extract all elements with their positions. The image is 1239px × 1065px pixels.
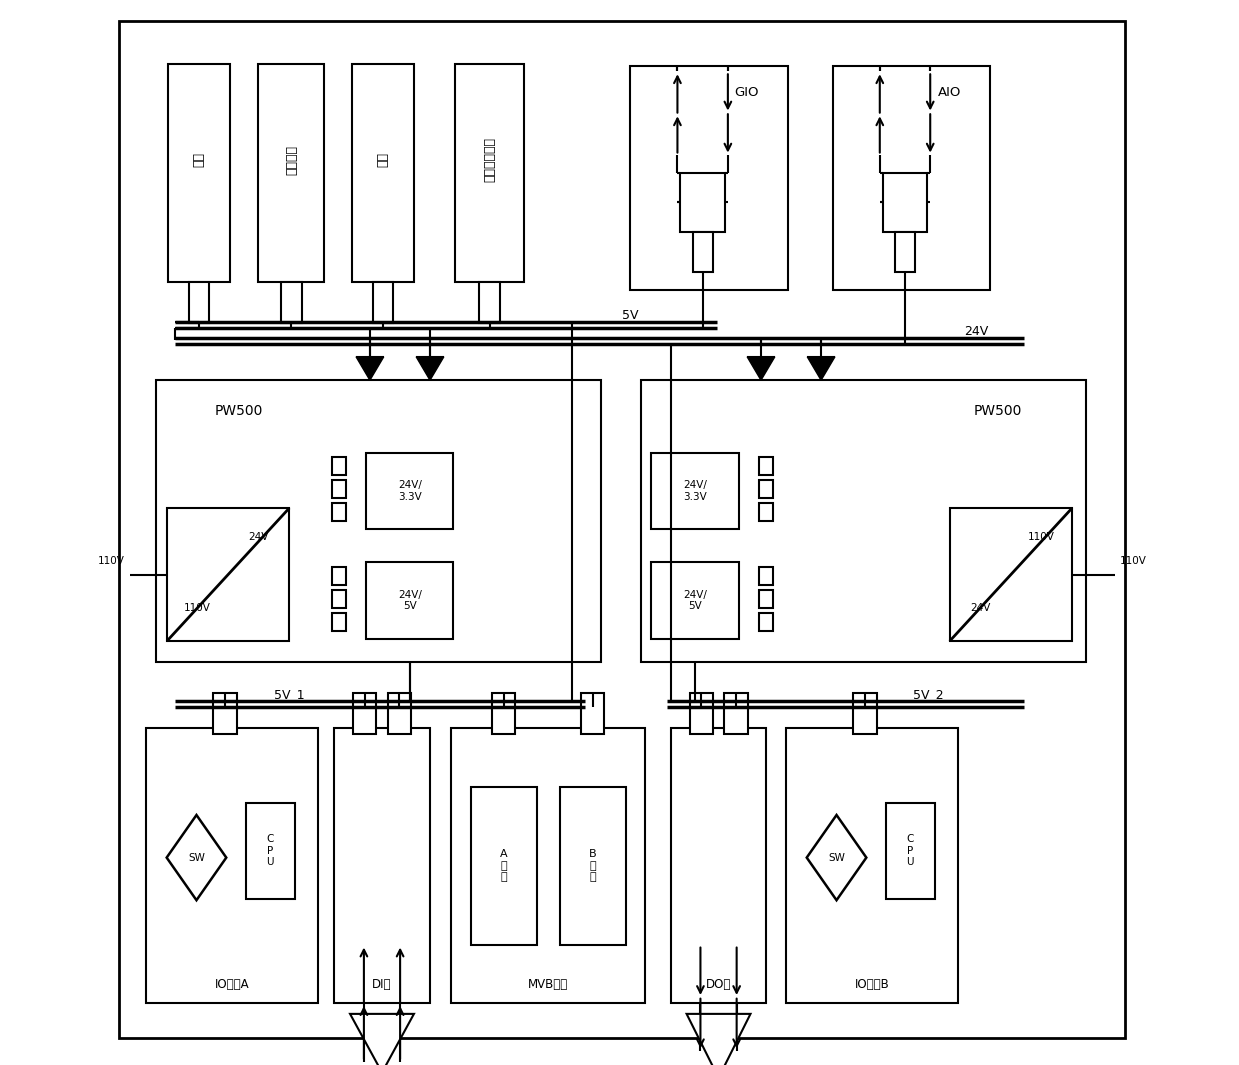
Polygon shape bbox=[351, 1014, 414, 1065]
Text: A
通
道: A 通 道 bbox=[499, 849, 508, 883]
Bar bbox=[281, 282, 301, 323]
Bar bbox=[690, 693, 712, 734]
Bar bbox=[631, 66, 788, 290]
Bar bbox=[949, 508, 1072, 641]
Text: 24V: 24V bbox=[970, 603, 990, 612]
Bar bbox=[581, 693, 605, 734]
Text: 5V: 5V bbox=[622, 309, 638, 322]
Bar bbox=[213, 693, 237, 734]
Bar bbox=[366, 562, 453, 639]
Polygon shape bbox=[416, 357, 444, 380]
Text: 5V_1: 5V_1 bbox=[274, 688, 305, 701]
Bar bbox=[882, 173, 927, 231]
Bar bbox=[455, 64, 524, 282]
Bar bbox=[760, 590, 773, 608]
Bar bbox=[895, 231, 916, 272]
Polygon shape bbox=[808, 357, 835, 380]
Polygon shape bbox=[686, 1014, 751, 1065]
Text: DI板: DI板 bbox=[372, 978, 392, 990]
Text: MVB中继: MVB中继 bbox=[528, 978, 569, 990]
Bar bbox=[332, 613, 346, 632]
Bar bbox=[245, 803, 295, 899]
Bar bbox=[833, 66, 990, 290]
Polygon shape bbox=[356, 357, 384, 380]
Text: 24V/
5V: 24V/ 5V bbox=[398, 590, 421, 611]
Bar bbox=[373, 282, 393, 323]
Text: SW: SW bbox=[188, 853, 204, 863]
Bar bbox=[652, 562, 738, 639]
Text: 24V/
3.3V: 24V/ 3.3V bbox=[683, 480, 707, 502]
Bar bbox=[169, 64, 229, 282]
Bar bbox=[786, 728, 958, 1003]
Bar bbox=[332, 480, 346, 498]
Bar bbox=[760, 567, 773, 585]
Text: GIO: GIO bbox=[735, 86, 760, 99]
Bar bbox=[259, 64, 325, 282]
Text: 110V: 110V bbox=[1120, 556, 1147, 566]
Text: 主控: 主控 bbox=[192, 152, 206, 167]
Bar bbox=[724, 693, 747, 734]
Bar bbox=[352, 64, 414, 282]
Text: SW: SW bbox=[828, 853, 845, 863]
Text: 5V_2: 5V_2 bbox=[913, 688, 944, 701]
Text: 110V: 110V bbox=[185, 603, 211, 612]
Text: 110V: 110V bbox=[1028, 532, 1054, 542]
Bar bbox=[760, 480, 773, 498]
Text: C
P
U: C P U bbox=[266, 834, 274, 868]
Text: 事件记录: 事件记录 bbox=[285, 145, 299, 175]
Bar bbox=[560, 787, 626, 945]
Bar bbox=[332, 590, 346, 608]
Text: IO主控A: IO主控A bbox=[214, 978, 249, 990]
Bar bbox=[332, 457, 346, 475]
Bar bbox=[479, 282, 499, 323]
Bar bbox=[167, 508, 290, 641]
Text: 网关: 网关 bbox=[377, 152, 389, 167]
Text: 24V: 24V bbox=[249, 532, 269, 542]
Text: PW500: PW500 bbox=[974, 404, 1022, 417]
Bar bbox=[886, 803, 934, 899]
Bar bbox=[335, 728, 430, 1003]
Polygon shape bbox=[747, 357, 774, 380]
Bar bbox=[332, 567, 346, 585]
Bar bbox=[388, 693, 411, 734]
Bar bbox=[366, 453, 453, 529]
Text: DO板: DO板 bbox=[706, 978, 731, 990]
Bar bbox=[471, 787, 536, 945]
Text: 24V/
5V: 24V/ 5V bbox=[683, 590, 707, 611]
Bar bbox=[693, 231, 712, 272]
Bar bbox=[760, 613, 773, 632]
Bar bbox=[492, 693, 515, 734]
Bar bbox=[451, 728, 646, 1003]
Polygon shape bbox=[807, 815, 866, 900]
Text: C
P
U: C P U bbox=[907, 834, 914, 868]
Text: AIO: AIO bbox=[938, 86, 960, 99]
Text: 24V/
3.3V: 24V/ 3.3V bbox=[398, 480, 421, 502]
Bar bbox=[641, 380, 1085, 662]
Text: 以太网交换机: 以太网交换机 bbox=[483, 137, 496, 182]
Bar bbox=[670, 728, 767, 1003]
Text: PW500: PW500 bbox=[214, 404, 263, 417]
Bar bbox=[680, 173, 725, 231]
Bar bbox=[332, 504, 346, 522]
Bar bbox=[760, 457, 773, 475]
Bar bbox=[156, 380, 601, 662]
Bar bbox=[854, 693, 877, 734]
Bar bbox=[188, 282, 209, 323]
Bar bbox=[145, 728, 318, 1003]
Text: IO主控B: IO主控B bbox=[855, 978, 890, 990]
Text: 110V: 110V bbox=[98, 556, 124, 566]
Polygon shape bbox=[167, 815, 227, 900]
Text: 24V: 24V bbox=[964, 325, 989, 338]
Bar bbox=[353, 693, 377, 734]
Bar bbox=[760, 504, 773, 522]
Bar bbox=[652, 453, 738, 529]
Text: B
通
道: B 通 道 bbox=[589, 849, 596, 883]
